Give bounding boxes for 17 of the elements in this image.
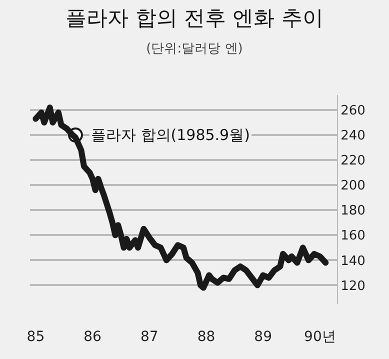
- x-tick-label: 88: [197, 329, 216, 345]
- y-tick-label: 140: [340, 254, 366, 269]
- y-tick-label: 160: [340, 228, 366, 244]
- y-tick-label: 180: [340, 204, 366, 219]
- y-tick-label: 220: [340, 154, 366, 169]
- y-tick-label: 240: [340, 128, 366, 144]
- y-tick-label: 200: [340, 178, 366, 194]
- chart-subtitle: (단위:달러당 엔): [146, 41, 243, 56]
- y-tick-label: 120: [340, 278, 366, 294]
- annotation: 플라자 합의(1985.9월): [91, 126, 250, 144]
- y-tick-label: 260: [340, 104, 366, 119]
- x-tick-label: 87: [140, 329, 158, 345]
- x-tick-label: 90년: [304, 329, 336, 345]
- x-tick-label: 89: [254, 329, 272, 345]
- x-tick-label: 85: [26, 329, 45, 345]
- x-tick-label: 86: [84, 329, 102, 345]
- chart-title: 플라자 합의 전후 엔화 추이: [66, 6, 324, 30]
